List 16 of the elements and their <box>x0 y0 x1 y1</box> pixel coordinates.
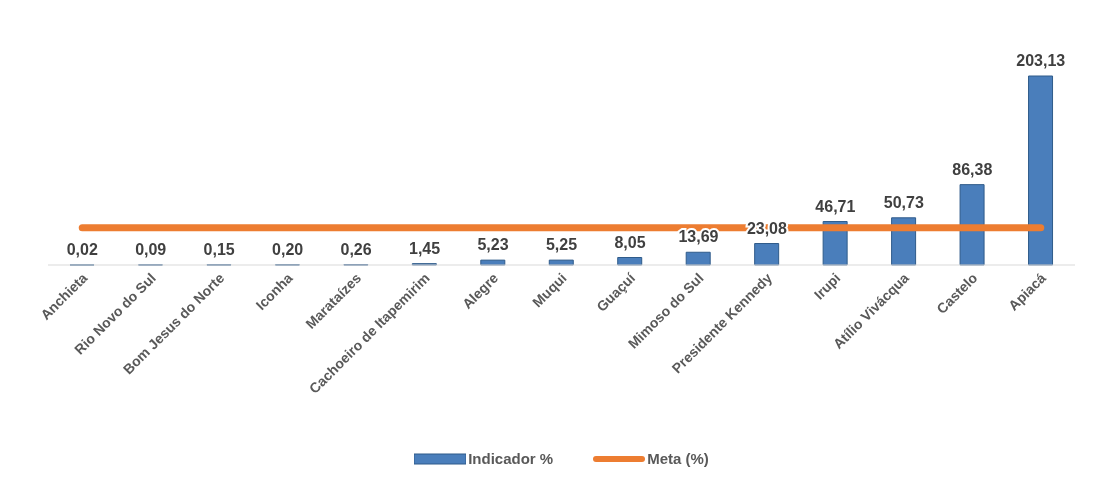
data-label: 203,13 <box>1016 52 1066 69</box>
data-label: 0,09 <box>135 240 167 258</box>
legend-label: Indicador % <box>468 450 554 467</box>
data-label: 86,38 <box>952 160 993 178</box>
data-label: 46,71 <box>815 197 856 215</box>
data-label: 0,15 <box>203 240 235 258</box>
data-label: 0,26 <box>340 240 372 258</box>
data-label: 13,69 <box>678 228 719 246</box>
legend-label: Meta (%) <box>647 450 709 467</box>
data-label: 5,23 <box>477 236 509 254</box>
data-label: 8,05 <box>614 233 646 251</box>
data-label: 5,25 <box>545 236 578 254</box>
data-label: 50,73 <box>883 193 924 211</box>
data-label: 1,45 <box>409 239 441 257</box>
data-label: 0,20 <box>272 240 304 258</box>
data-label: 0,02 <box>66 240 98 258</box>
